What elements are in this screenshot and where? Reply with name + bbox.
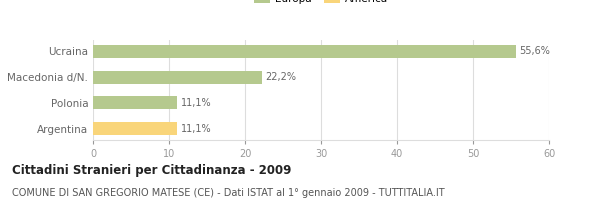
Text: Cittadini Stranieri per Cittadinanza - 2009: Cittadini Stranieri per Cittadinanza - 2… (12, 164, 292, 177)
Bar (93, 45, 515, 58)
Text: COMUNE DI SAN GREGORIO MATESE (CE) - Dati ISTAT al 1° gennaio 2009 - TUTTITALIA.: COMUNE DI SAN GREGORIO MATESE (CE) - Dat… (12, 188, 445, 198)
Bar (93, 96, 178, 109)
Bar (93, 122, 178, 135)
Text: 11,1%: 11,1% (181, 98, 212, 108)
Legend: Europa, America: Europa, America (254, 0, 388, 4)
Text: 55,6%: 55,6% (520, 46, 550, 56)
Text: 22,2%: 22,2% (266, 72, 296, 82)
Bar (93, 71, 262, 84)
Text: 11,1%: 11,1% (181, 124, 212, 134)
